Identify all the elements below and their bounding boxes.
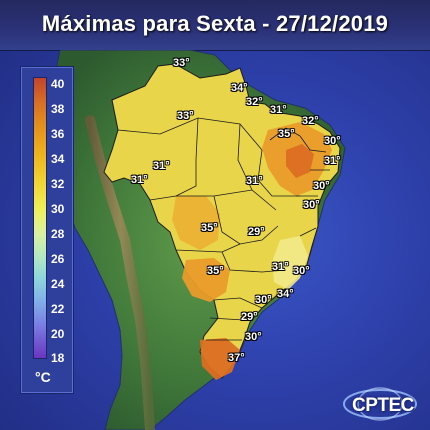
temp-label: 35° [201, 222, 218, 234]
cptec-logo-icon [343, 387, 417, 421]
temp-label: 33° [177, 110, 194, 122]
state-boundaries [117, 117, 330, 341]
warm-zone-center-west [172, 196, 220, 250]
warm-zone-south-center [182, 258, 230, 302]
temp-label: 29° [241, 311, 258, 323]
temp-label: 31° [324, 155, 341, 167]
temp-label: 33° [173, 57, 190, 69]
legend-tick: 30 [51, 202, 65, 216]
temp-label: 35° [278, 128, 295, 140]
legend-tick: 36 [51, 127, 65, 141]
legend-unit: °C [35, 369, 51, 385]
forecast-map [47, 50, 346, 430]
legend-color-bar [33, 77, 47, 359]
temp-label: 29° [248, 226, 265, 238]
temp-label: 32° [302, 115, 319, 127]
temp-label: 34° [277, 288, 294, 300]
temp-label: 30° [255, 294, 272, 306]
legend-tick: 32 [51, 177, 65, 191]
temp-label: 31° [246, 175, 263, 187]
temp-label: 35° [207, 265, 224, 277]
temp-label: 31° [153, 160, 170, 172]
temp-label: 30° [313, 180, 330, 192]
page-title: Máximas para Sexta - 27/12/2019 [41, 11, 389, 36]
legend-tick: 38 [51, 102, 65, 116]
andes-ridge [85, 115, 155, 430]
temp-label: 30° [303, 199, 320, 211]
cptec-logo: CPTEC [340, 386, 420, 422]
header-bar: Máximas para Sexta - 27/12/2019 [0, 0, 430, 51]
temperature-legend: 40 38 36 34 32 30 28 26 24 22 20 18 °C [20, 66, 74, 394]
legend-tick: 28 [51, 227, 65, 241]
temp-label: 30° [245, 331, 262, 343]
temp-label: 31° [270, 104, 287, 116]
legend-tick: 20 [51, 327, 65, 341]
temp-label: 34° [231, 82, 248, 94]
temp-label: 30° [324, 135, 341, 147]
temp-label: 32° [246, 96, 263, 108]
hot-zone-northeast-core [286, 144, 314, 178]
temp-label: 30° [293, 265, 310, 277]
legend-tick: 34 [51, 152, 65, 166]
legend-tick: 22 [51, 302, 65, 316]
legend-tick: 26 [51, 252, 65, 266]
temp-label: 31° [272, 261, 289, 273]
legend-tick: 18 [51, 351, 65, 365]
temp-label: 31° [131, 174, 148, 186]
cptec-logo-text: CPTEC [352, 395, 414, 416]
legend-tick: 24 [51, 277, 65, 291]
hot-zone-far-south [200, 338, 240, 380]
cool-zone-coast [272, 236, 308, 290]
legend-tick: 40 [51, 77, 65, 91]
temp-label: 37° [228, 352, 245, 364]
